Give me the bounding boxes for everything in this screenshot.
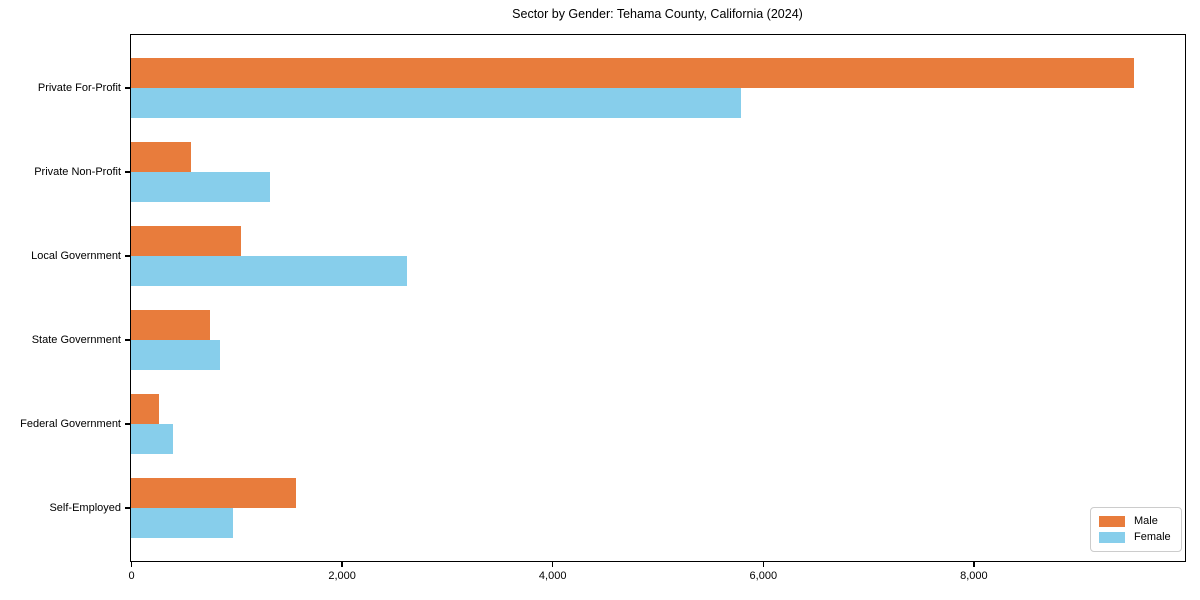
bar-federal-government-male <box>131 393 160 424</box>
legend: Male Female <box>1090 507 1182 552</box>
x-axis-tick-label: 2,000 <box>328 570 356 582</box>
y-axis-label-federal-government: Federal Government <box>20 418 121 430</box>
y-axis-label-private-for-profit: Private For-Profit <box>37 82 121 94</box>
legend-swatch-female <box>1099 532 1125 543</box>
x-tick-mark <box>130 562 133 567</box>
x-tick-mark <box>551 562 554 567</box>
legend-item-female: Female <box>1099 531 1173 544</box>
y-tick-mark <box>125 507 130 509</box>
bar-private-non-profit-male <box>131 141 191 172</box>
y-axis-label-self-employed: Self-Employed <box>49 502 121 514</box>
bar-private-for-profit-male <box>131 57 1134 88</box>
y-tick-mark <box>125 423 130 425</box>
bar-local-government-male <box>131 225 241 256</box>
x-axis-tick-label: 8,000 <box>960 570 988 582</box>
y-axis-label-state-government: State Government <box>31 334 121 346</box>
bar-local-government-female <box>131 255 407 286</box>
x-axis-tick-label: 4,000 <box>538 570 567 582</box>
bar-private-non-profit-female <box>131 171 270 202</box>
x-tick-mark <box>341 562 343 567</box>
bar-federal-government-female <box>131 423 174 454</box>
bar-private-for-profit-female <box>131 87 741 118</box>
y-tick-mark <box>125 339 130 341</box>
x-tick-mark <box>973 562 975 567</box>
legend-label-female: Female <box>1134 531 1171 543</box>
plot-area <box>130 34 1186 562</box>
y-tick-mark <box>125 171 130 173</box>
x-tick-mark <box>762 562 765 567</box>
bar-self-employed-female <box>131 507 234 538</box>
x-axis-tick-label: 6,000 <box>749 570 778 582</box>
bar-self-employed-male <box>131 477 297 508</box>
chart-title: Sector by Gender: Tehama County, Califor… <box>512 7 803 21</box>
y-axis-label-local-government: Local Government <box>31 250 121 262</box>
x-axis-tick-label: 0 <box>128 570 135 582</box>
legend-item-male: Male <box>1099 515 1173 528</box>
y-tick-mark <box>125 255 130 257</box>
legend-label-male: Male <box>1134 515 1158 527</box>
bar-state-government-male <box>131 309 210 340</box>
legend-swatch-male <box>1099 516 1125 527</box>
bar-state-government-female <box>131 339 220 370</box>
y-tick-mark <box>125 87 130 89</box>
y-axis-label-private-non-profit: Private Non-Profit <box>34 166 121 178</box>
